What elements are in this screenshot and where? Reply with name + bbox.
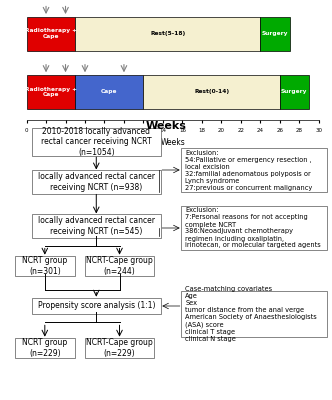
- Bar: [75, 17, 260, 50]
- Text: Cape: Cape: [101, 90, 118, 94]
- FancyBboxPatch shape: [32, 214, 161, 238]
- Text: Rest(5-18): Rest(5-18): [150, 31, 185, 36]
- Text: Exclusion:
7:Personal reasons for not accepting
complete NCRT
386:Neoadjuvant ch: Exclusion: 7:Personal reasons for not ac…: [185, 208, 321, 248]
- FancyBboxPatch shape: [181, 206, 327, 250]
- Text: Radiotherapy +
Cape: Radiotherapy + Cape: [25, 87, 77, 97]
- Text: Exclusion:
54:Palliative or emergency resection ,
local excision
32:familial ade: Exclusion: 54:Palliative or emergency re…: [185, 150, 312, 190]
- FancyBboxPatch shape: [85, 256, 154, 276]
- FancyBboxPatch shape: [32, 170, 161, 194]
- Text: NCRT-Cape group
(n=229): NCRT-Cape group (n=229): [86, 338, 153, 358]
- Text: locally advanced rectal cancer
receiving NCRT (n=545): locally advanced rectal cancer receiving…: [38, 216, 155, 236]
- Text: NCRT-Cape group
(n=244): NCRT-Cape group (n=244): [86, 256, 153, 276]
- Bar: [143, 75, 280, 109]
- Text: locally advanced rectal cancer
receiving NCRT (n=938): locally advanced rectal cancer receiving…: [38, 172, 155, 192]
- Text: Surgery: Surgery: [262, 31, 288, 36]
- FancyBboxPatch shape: [32, 298, 161, 314]
- Bar: [280, 75, 309, 109]
- Text: Propensity score analysis (1:1): Propensity score analysis (1:1): [38, 302, 155, 310]
- Text: 2010-2018 locally advanced
rectal cancer receiving NCRT
(n=1054): 2010-2018 locally advanced rectal cancer…: [41, 127, 152, 157]
- FancyBboxPatch shape: [15, 338, 75, 358]
- X-axis label: Weeks: Weeks: [160, 138, 185, 147]
- Bar: [75, 75, 143, 109]
- FancyBboxPatch shape: [32, 128, 161, 156]
- Text: Surgery: Surgery: [281, 90, 308, 94]
- FancyBboxPatch shape: [85, 338, 154, 358]
- FancyBboxPatch shape: [181, 291, 327, 337]
- Text: Weeks: Weeks: [145, 121, 187, 131]
- Text: Radiotherapy +
Cape: Radiotherapy + Cape: [25, 28, 77, 39]
- Bar: [260, 17, 290, 50]
- FancyBboxPatch shape: [181, 148, 327, 192]
- Bar: [27, 75, 75, 109]
- Text: NCRT group
(n=301): NCRT group (n=301): [22, 256, 67, 276]
- Bar: [27, 17, 75, 50]
- Text: Rest(0-14): Rest(0-14): [194, 90, 229, 94]
- Text: Case-matching covariates
Age
Sex
tumor distance from the anal verge
American Soc: Case-matching covariates Age Sex tumor d…: [185, 286, 317, 342]
- Text: NCRT group
(n=229): NCRT group (n=229): [22, 338, 67, 358]
- FancyBboxPatch shape: [15, 256, 75, 276]
